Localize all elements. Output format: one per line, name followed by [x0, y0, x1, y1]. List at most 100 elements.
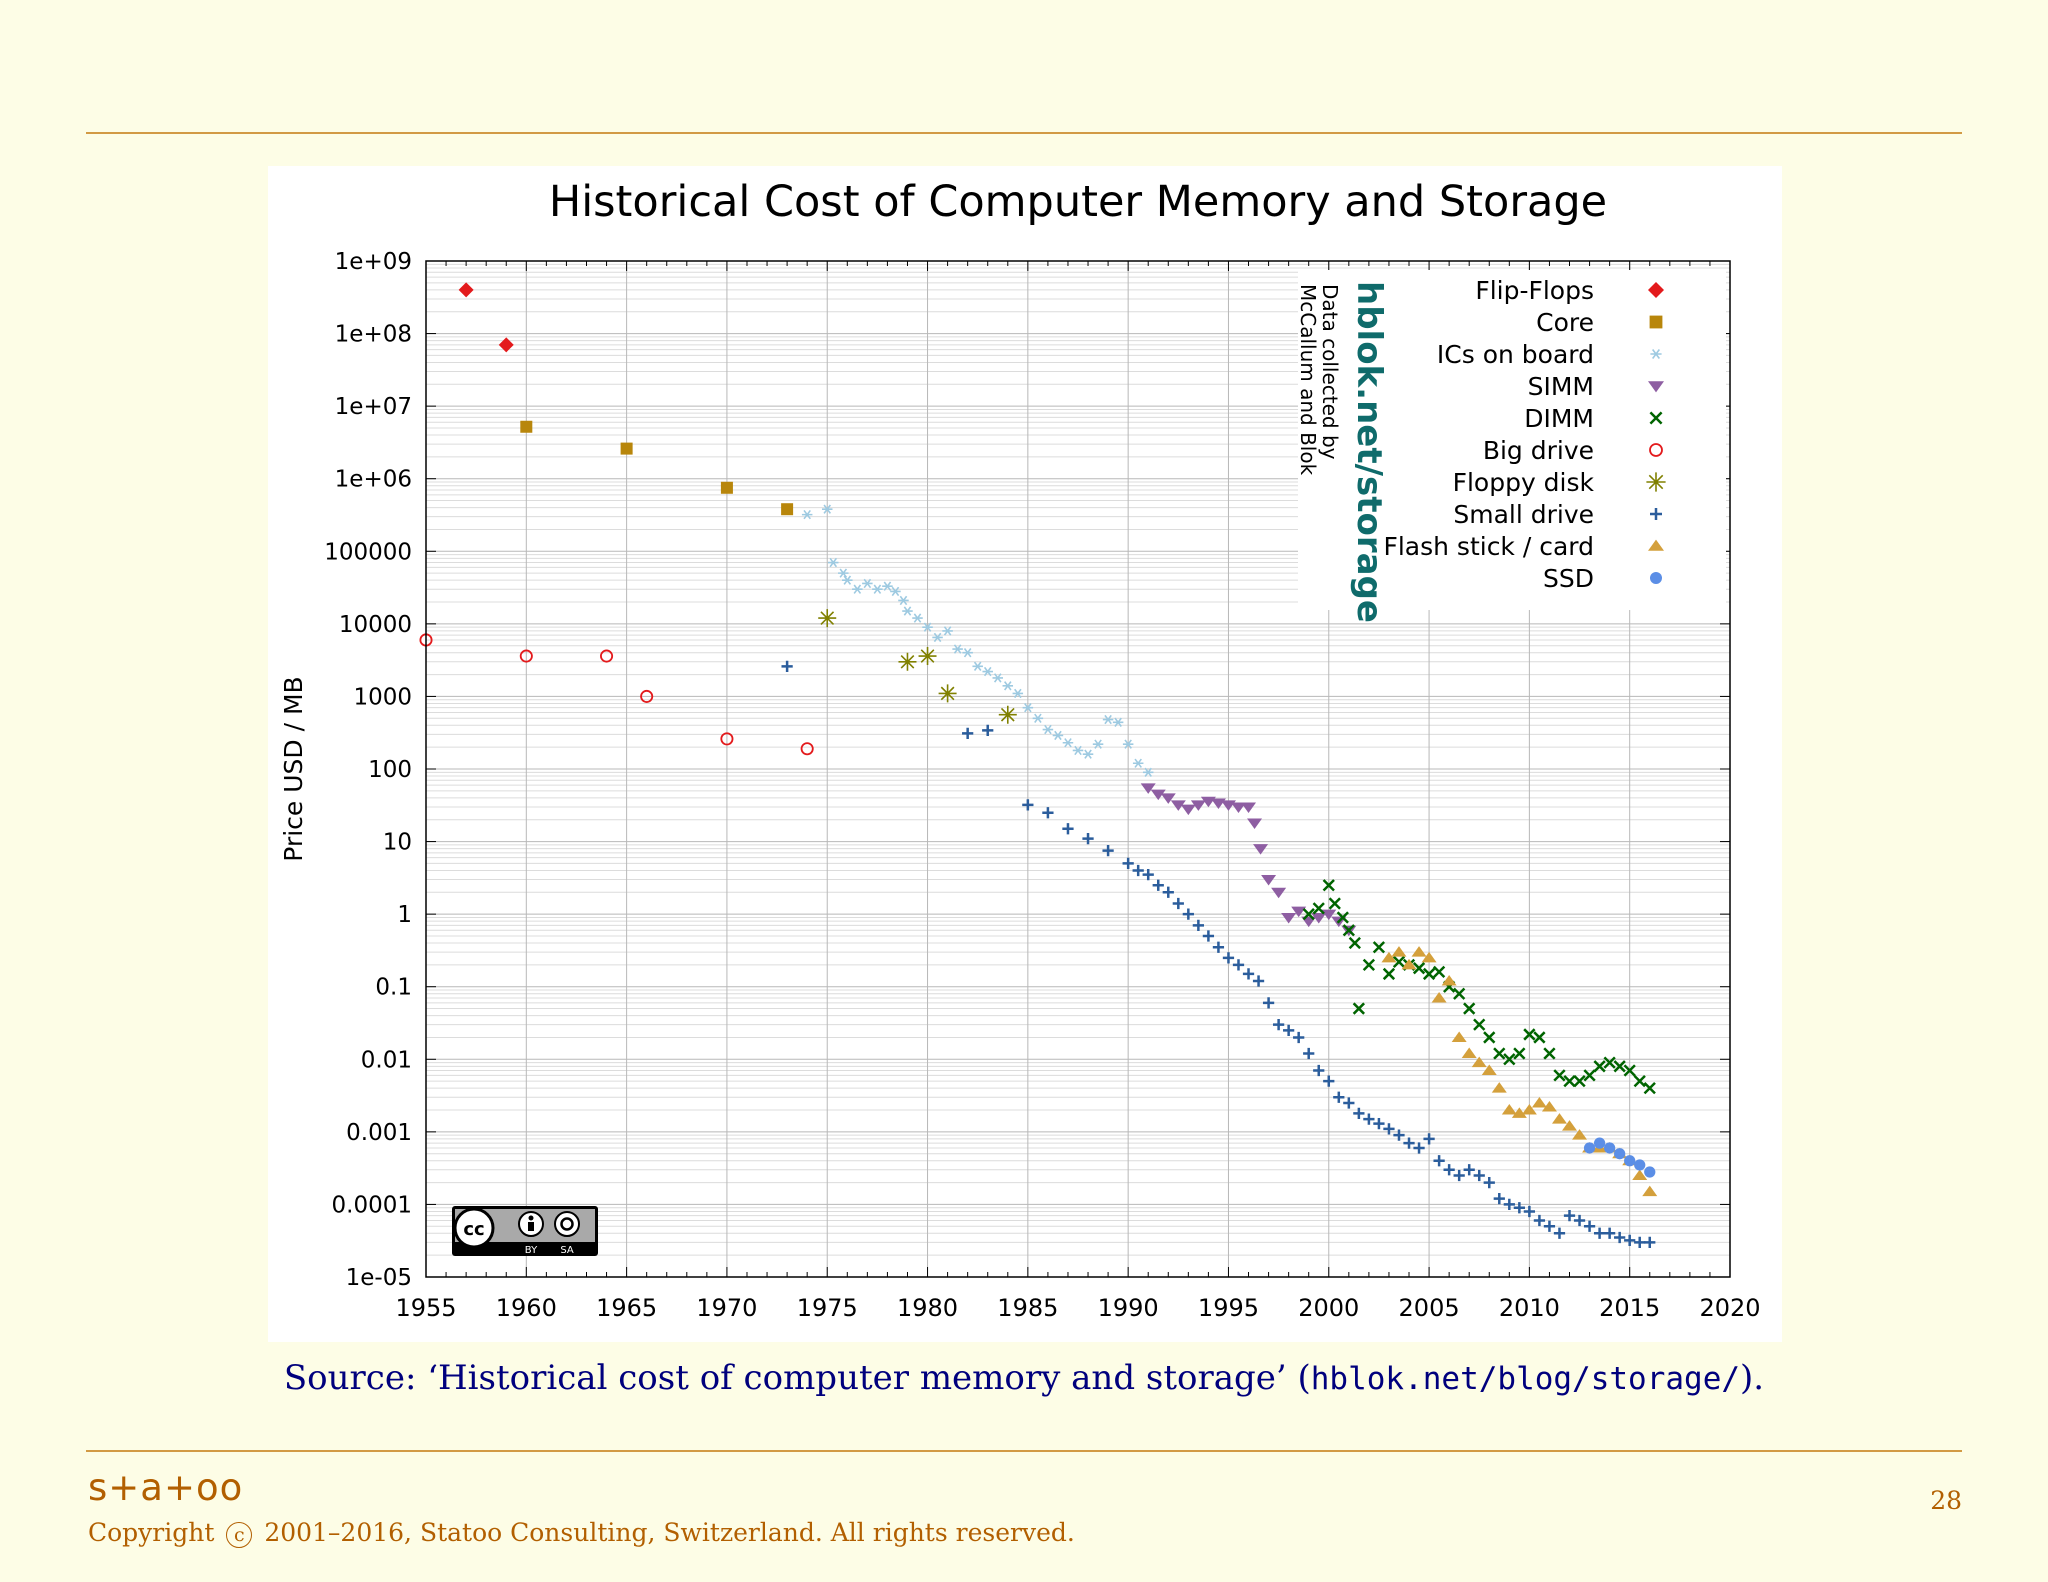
legend-marker	[1648, 539, 1664, 551]
data-point	[1604, 1227, 1616, 1239]
data-point	[1132, 864, 1144, 877]
data-point	[1241, 802, 1257, 813]
data-point	[1562, 1120, 1578, 1131]
x-tick-label: 2010	[1499, 1294, 1560, 1322]
data-point	[1503, 1053, 1516, 1066]
data-point	[1261, 875, 1277, 886]
watermark-line1: Data collected by	[1318, 284, 1342, 460]
data-point	[1412, 962, 1426, 975]
y-axis-label: Price USD / MB	[279, 676, 308, 861]
data-point	[1022, 799, 1034, 811]
data-point	[1262, 997, 1275, 1009]
data-point	[1453, 987, 1466, 1000]
data-point	[1392, 955, 1406, 968]
data-point	[458, 282, 474, 298]
data-point	[1152, 879, 1164, 891]
data-point	[902, 606, 913, 616]
bottom-rule	[86, 1450, 1962, 1452]
x-tick-label: 2000	[1298, 1294, 1359, 1322]
legend-item: Flip-Flops	[1475, 276, 1664, 305]
series-core	[520, 420, 794, 516]
legend-item: Core	[1536, 308, 1663, 337]
data-point	[1644, 1166, 1656, 1178]
x-tick-label: 1975	[797, 1294, 858, 1322]
legend-item: Big drive	[1483, 436, 1663, 465]
data-point	[821, 504, 833, 514]
y-tick-label: 0.0001	[332, 1192, 412, 1218]
data-point	[1501, 1104, 1517, 1115]
data-point	[1172, 897, 1184, 910]
source-url[interactable]: hblok.net/blog/storage/	[1310, 1361, 1741, 1397]
chart: Historical Cost of Computer Memory and S…	[279, 177, 1761, 1322]
data-point	[1463, 1164, 1475, 1176]
y-tick-label: 1e+08	[335, 322, 412, 348]
data-point	[1122, 739, 1134, 749]
data-point	[918, 647, 937, 666]
cc-icon	[453, 1207, 495, 1249]
data-point	[1441, 974, 1457, 986]
data-point	[1593, 1137, 1606, 1149]
x-tick-label: 2005	[1399, 1294, 1460, 1322]
sa-icon	[554, 1211, 580, 1237]
source-caption: Source: ‘Historical cost of computer mem…	[0, 1358, 2048, 1398]
data-point	[1311, 912, 1327, 924]
data-point	[1493, 1047, 1506, 1060]
data-point	[1247, 818, 1263, 830]
data-point	[1513, 1047, 1526, 1060]
page-number: 28	[1930, 1486, 1962, 1515]
data-point	[1170, 800, 1186, 811]
data-point	[781, 660, 793, 672]
data-point	[1302, 908, 1315, 921]
legend-label: ICs on board	[1437, 340, 1594, 369]
data-point	[1336, 911, 1349, 924]
data-point	[838, 568, 849, 578]
data-point	[1190, 800, 1206, 811]
data-point	[962, 648, 973, 658]
data-point	[1531, 1096, 1547, 1108]
data-point	[932, 632, 943, 643]
copyright-text: 2001–2016, Statoo Consulting, Switzerlan…	[264, 1518, 1075, 1547]
data-point	[1072, 745, 1084, 756]
data-point	[852, 584, 863, 594]
source-prefix: Source: ‘Historical cost of computer mem…	[283, 1358, 1311, 1398]
data-point	[1551, 1113, 1567, 1124]
data-point	[1432, 965, 1446, 979]
data-point	[1162, 886, 1174, 898]
data-point	[1042, 724, 1054, 735]
data-point	[720, 481, 733, 494]
data-point	[1132, 758, 1144, 768]
x-tick-label: 1985	[997, 1294, 1058, 1322]
data-point	[1593, 1227, 1606, 1239]
data-point	[1272, 1019, 1285, 1031]
data-point	[1122, 857, 1134, 870]
data-point	[1483, 1031, 1496, 1044]
sa-label: SA	[560, 1245, 574, 1256]
data-point	[982, 666, 993, 677]
data-point	[1062, 823, 1074, 835]
data-point	[1381, 951, 1397, 963]
data-point	[1062, 738, 1074, 748]
data-point	[1614, 1231, 1626, 1244]
data-point	[1142, 869, 1154, 881]
x-tick-label: 2020	[1699, 1294, 1760, 1322]
legend-marker	[1650, 508, 1662, 520]
data-point	[992, 673, 1004, 683]
series-flip-flops	[458, 282, 514, 353]
data-point	[1461, 1047, 1477, 1059]
data-point	[1614, 1148, 1626, 1160]
data-point	[1511, 1107, 1527, 1118]
data-point	[1150, 789, 1166, 801]
data-point	[982, 724, 994, 737]
data-point	[1583, 1069, 1596, 1082]
y-tick-label: 1e+07	[335, 394, 412, 420]
legend-label: SIMM	[1528, 372, 1594, 401]
data-point	[818, 609, 837, 628]
data-point	[1623, 1064, 1636, 1077]
data-point	[1303, 1047, 1315, 1060]
y-tick-label: 1e+06	[335, 467, 412, 493]
data-point	[520, 420, 533, 433]
data-point	[882, 581, 893, 591]
data-point	[938, 684, 957, 703]
data-point	[1503, 1198, 1515, 1211]
legend-item: Flash stick / card	[1383, 532, 1664, 561]
